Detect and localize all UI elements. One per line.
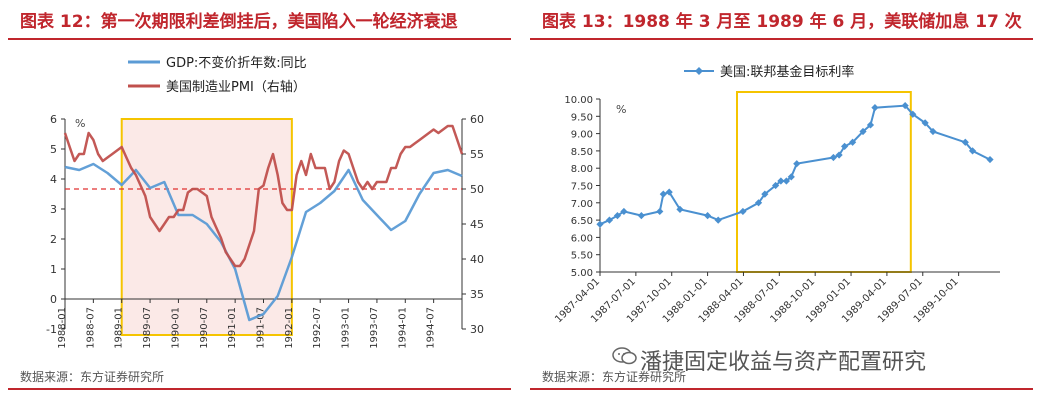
data-point-marker [777, 177, 785, 185]
data-point-marker [782, 177, 790, 185]
y-right-tick-label: 40 [470, 253, 484, 266]
data-point-marker [787, 173, 795, 181]
y-right-tick-label: 35 [470, 288, 484, 301]
legend-marker [695, 67, 703, 75]
y-tick-label: 9.50 [571, 112, 593, 123]
x-tick-label: 1989-07 [142, 307, 153, 349]
x-tick-label: 1991-07 [256, 307, 267, 349]
watermark-text: 潘捷固定收益与资产配置研究 [640, 350, 927, 375]
data-point-marker [665, 188, 673, 196]
data-point-marker [739, 207, 747, 216]
data-point-marker [596, 220, 604, 228]
x-tick-label: 1992-01 [284, 307, 295, 349]
x-tick-label: 1988-07 [85, 307, 96, 349]
pmi-series-line [63, 124, 464, 268]
data-point-marker [921, 119, 929, 127]
y-left-tick-label: 0 [50, 293, 57, 306]
y-left-tick-label: 2 [50, 233, 57, 246]
legend-label: GDP:不变价折年数:同比 [166, 55, 307, 71]
data-point-marker [961, 138, 969, 146]
y-tick-label: 8.50 [571, 147, 593, 158]
y-left-tick-label: 6 [50, 113, 57, 126]
x-tick-label: 1988-01 [57, 307, 68, 349]
y-left-tick-label: 4 [50, 173, 57, 186]
fed-funds-chart: % 5.00 5.50 6.00 6.50 7.00 7.50 8.00 8.50 9.00 9.5… [553, 64, 1000, 325]
legend-label: 美国制造业PMI（右轴） [166, 80, 306, 95]
y-tick-label: 7.00 [571, 199, 593, 210]
chart-title: 图表 12：第一次期限利差倒挂后，美国陷入一轮经济衰退 [20, 12, 458, 32]
data-point-marker [793, 160, 801, 168]
chart-title: 图表 13：1988 年 3 月至 1989 年 6 月，美联储加息 17 次 [542, 12, 1022, 32]
data-point-marker [659, 190, 667, 198]
y-tick-label: 5.50 [571, 251, 593, 262]
y-tick-label: 6.50 [571, 216, 593, 227]
highlight-region [736, 91, 912, 273]
data-point-marker [676, 205, 684, 213]
x-tick-label: 1994-01 [397, 307, 408, 349]
data-point-marker [829, 153, 838, 162]
y-left-tick-label: -1 [46, 323, 57, 336]
x-tick-label: 1992-07 [312, 307, 323, 349]
data-point-marker [929, 127, 937, 136]
bottom-divider [8, 388, 511, 390]
x-tick-label: 1993-01 [341, 307, 352, 349]
data-point-marker [986, 155, 994, 164]
y-tick-label: 10.00 [564, 95, 593, 106]
y-tick-label: 9.00 [571, 130, 593, 141]
y-tick-label: 8.00 [571, 164, 593, 175]
y-right-tick-label: 45 [470, 218, 484, 231]
data-point-marker [835, 151, 843, 159]
y-tick-label: 5.00 [571, 268, 593, 279]
unit-label: % [75, 117, 85, 130]
x-tick-label: 1991-01 [227, 307, 238, 349]
y-right-tick-label: 30 [470, 323, 484, 336]
data-point-marker [761, 190, 769, 198]
x-tick-label: 1990-07 [199, 307, 210, 349]
data-point-marker [714, 216, 722, 224]
y-right-tick-label: 50 [470, 183, 484, 196]
y-tick-label: 6.00 [571, 233, 593, 244]
title-divider [8, 38, 511, 40]
y-left-tick-label: 5 [50, 143, 57, 156]
x-tick-label: 1990-01 [170, 307, 181, 349]
wechat-icon [612, 347, 637, 365]
x-tick-label: 1989-01 [114, 307, 125, 349]
data-point-marker [871, 104, 879, 112]
left-panel: 图表 12：第一次期限利差倒挂后，美国陷入一轮经济衰退 % -1 0 1 2 3 4 5 6 30… [0, 0, 521, 407]
y-right-tick-label: 55 [470, 148, 484, 161]
bottom-divider [530, 388, 1033, 390]
gdp-series-line [64, 162, 463, 322]
data-point-marker [840, 142, 849, 151]
data-point-marker [637, 212, 645, 220]
data-point-marker [754, 199, 763, 207]
title-divider [530, 38, 1033, 40]
data-point-marker [703, 212, 712, 220]
y-left-tick-label: 1 [50, 263, 57, 276]
y-left-tick-label: 3 [50, 203, 57, 216]
data-point-marker [909, 110, 917, 118]
data-point-marker [772, 181, 780, 190]
data-point-marker [859, 127, 867, 136]
unit-label: % [616, 103, 626, 116]
data-source: 数据来源：东方证券研究所 [542, 370, 687, 384]
x-tick-label: 1993-07 [369, 307, 380, 349]
legend-label: 美国:联邦基金目标利率 [720, 64, 854, 80]
data-point-marker [656, 207, 664, 216]
x-tick-label: 1994-07 [426, 307, 437, 349]
right-panel: 图表 13：1988 年 3 月至 1989 年 6 月，美联储加息 17 次 … [522, 0, 1043, 407]
data-point-marker [849, 138, 857, 146]
data-point-marker [866, 121, 875, 129]
y-right-tick-label: 60 [470, 113, 484, 126]
y-tick-label: 7.50 [571, 182, 593, 193]
data-point-marker [901, 101, 909, 110]
data-source: 数据来源：东方证券研究所 [20, 370, 165, 384]
data-point-marker [968, 147, 977, 155]
